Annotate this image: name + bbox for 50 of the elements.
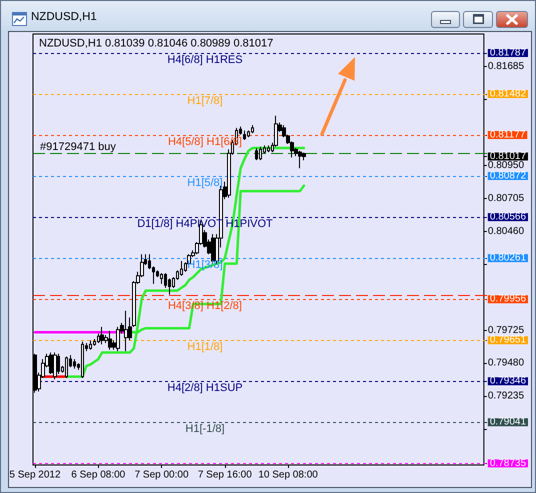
chart-subtitle: NZDUSD,H1 0.81039 0.81046 0.80989 0.81017 xyxy=(39,38,274,50)
y-tick-label: 0.79235 xyxy=(488,390,524,402)
candlestick xyxy=(243,130,246,140)
candlestick xyxy=(65,356,68,378)
candlestick xyxy=(81,341,84,378)
candlestick xyxy=(100,326,104,345)
y-tick-label: 0.81685 xyxy=(488,61,524,72)
candlestick xyxy=(108,330,112,350)
ref-line-label: H1[1/8] xyxy=(187,341,223,353)
candlestick xyxy=(124,310,128,352)
y-tick-label: 0.79725 xyxy=(488,324,524,336)
y-tick-label: 0.81177 xyxy=(490,129,526,140)
x-tick-label: 5 Sep 2012 xyxy=(9,470,61,480)
x-tick-label: 6 Sep 08:00 xyxy=(71,470,126,480)
candlestick xyxy=(251,124,254,134)
ref-line-label: H4[2/8] H1SUP xyxy=(167,382,243,394)
y-tick-label: 0.80566 xyxy=(490,212,526,223)
candlestick xyxy=(255,148,258,161)
y-tick-label: 0.80950 xyxy=(488,160,524,172)
y-tick-label: 0.80705 xyxy=(488,192,524,204)
ref-line-label: #91729471 buy xyxy=(40,141,116,153)
candlestick xyxy=(53,352,57,380)
candlestick xyxy=(298,150,302,169)
x-tick-label: 10 Sep 08:00 xyxy=(258,470,318,480)
candlestick xyxy=(267,144,270,153)
candlestick xyxy=(116,326,120,352)
y-tick-label: 0.81482 xyxy=(490,88,526,100)
chart-title: NZDUSD,H1 xyxy=(31,10,97,24)
candlestick xyxy=(259,146,262,161)
y-tick-label: 0.79956 xyxy=(490,294,526,305)
y-tick-label: 0.81787 xyxy=(490,47,526,58)
candlestick xyxy=(89,340,92,350)
y-tick-label: 0.79346 xyxy=(490,376,526,387)
x-tick-label: 7 Sep 00:00 xyxy=(134,470,189,480)
y-tick-label: 0.78735 xyxy=(490,458,526,469)
y-tick-label: 0.79480 xyxy=(488,358,524,369)
y-tick-label: 0.79041 xyxy=(490,416,526,428)
y-tick-label: 0.80261 xyxy=(490,252,526,264)
candlestick xyxy=(160,272,163,284)
ref-line-label: H1[5/8] xyxy=(187,177,223,189)
ref-line-label: H4[6/8] H1RES xyxy=(167,54,243,66)
candlestick xyxy=(180,260,183,276)
x-tick-label: 7 Sep 16:00 xyxy=(198,470,252,480)
candlestick xyxy=(73,358,76,370)
y-tick-label: 0.80872 xyxy=(490,170,526,182)
y-tick-label: 0.79651 xyxy=(490,334,526,346)
y-tick-label: 0.80460 xyxy=(488,226,524,237)
ref-line-label: H1[-1/8] xyxy=(185,423,225,435)
ref-line-label: H1[7/8] xyxy=(187,95,223,107)
y-tick-label: 0.81017 xyxy=(490,151,526,162)
